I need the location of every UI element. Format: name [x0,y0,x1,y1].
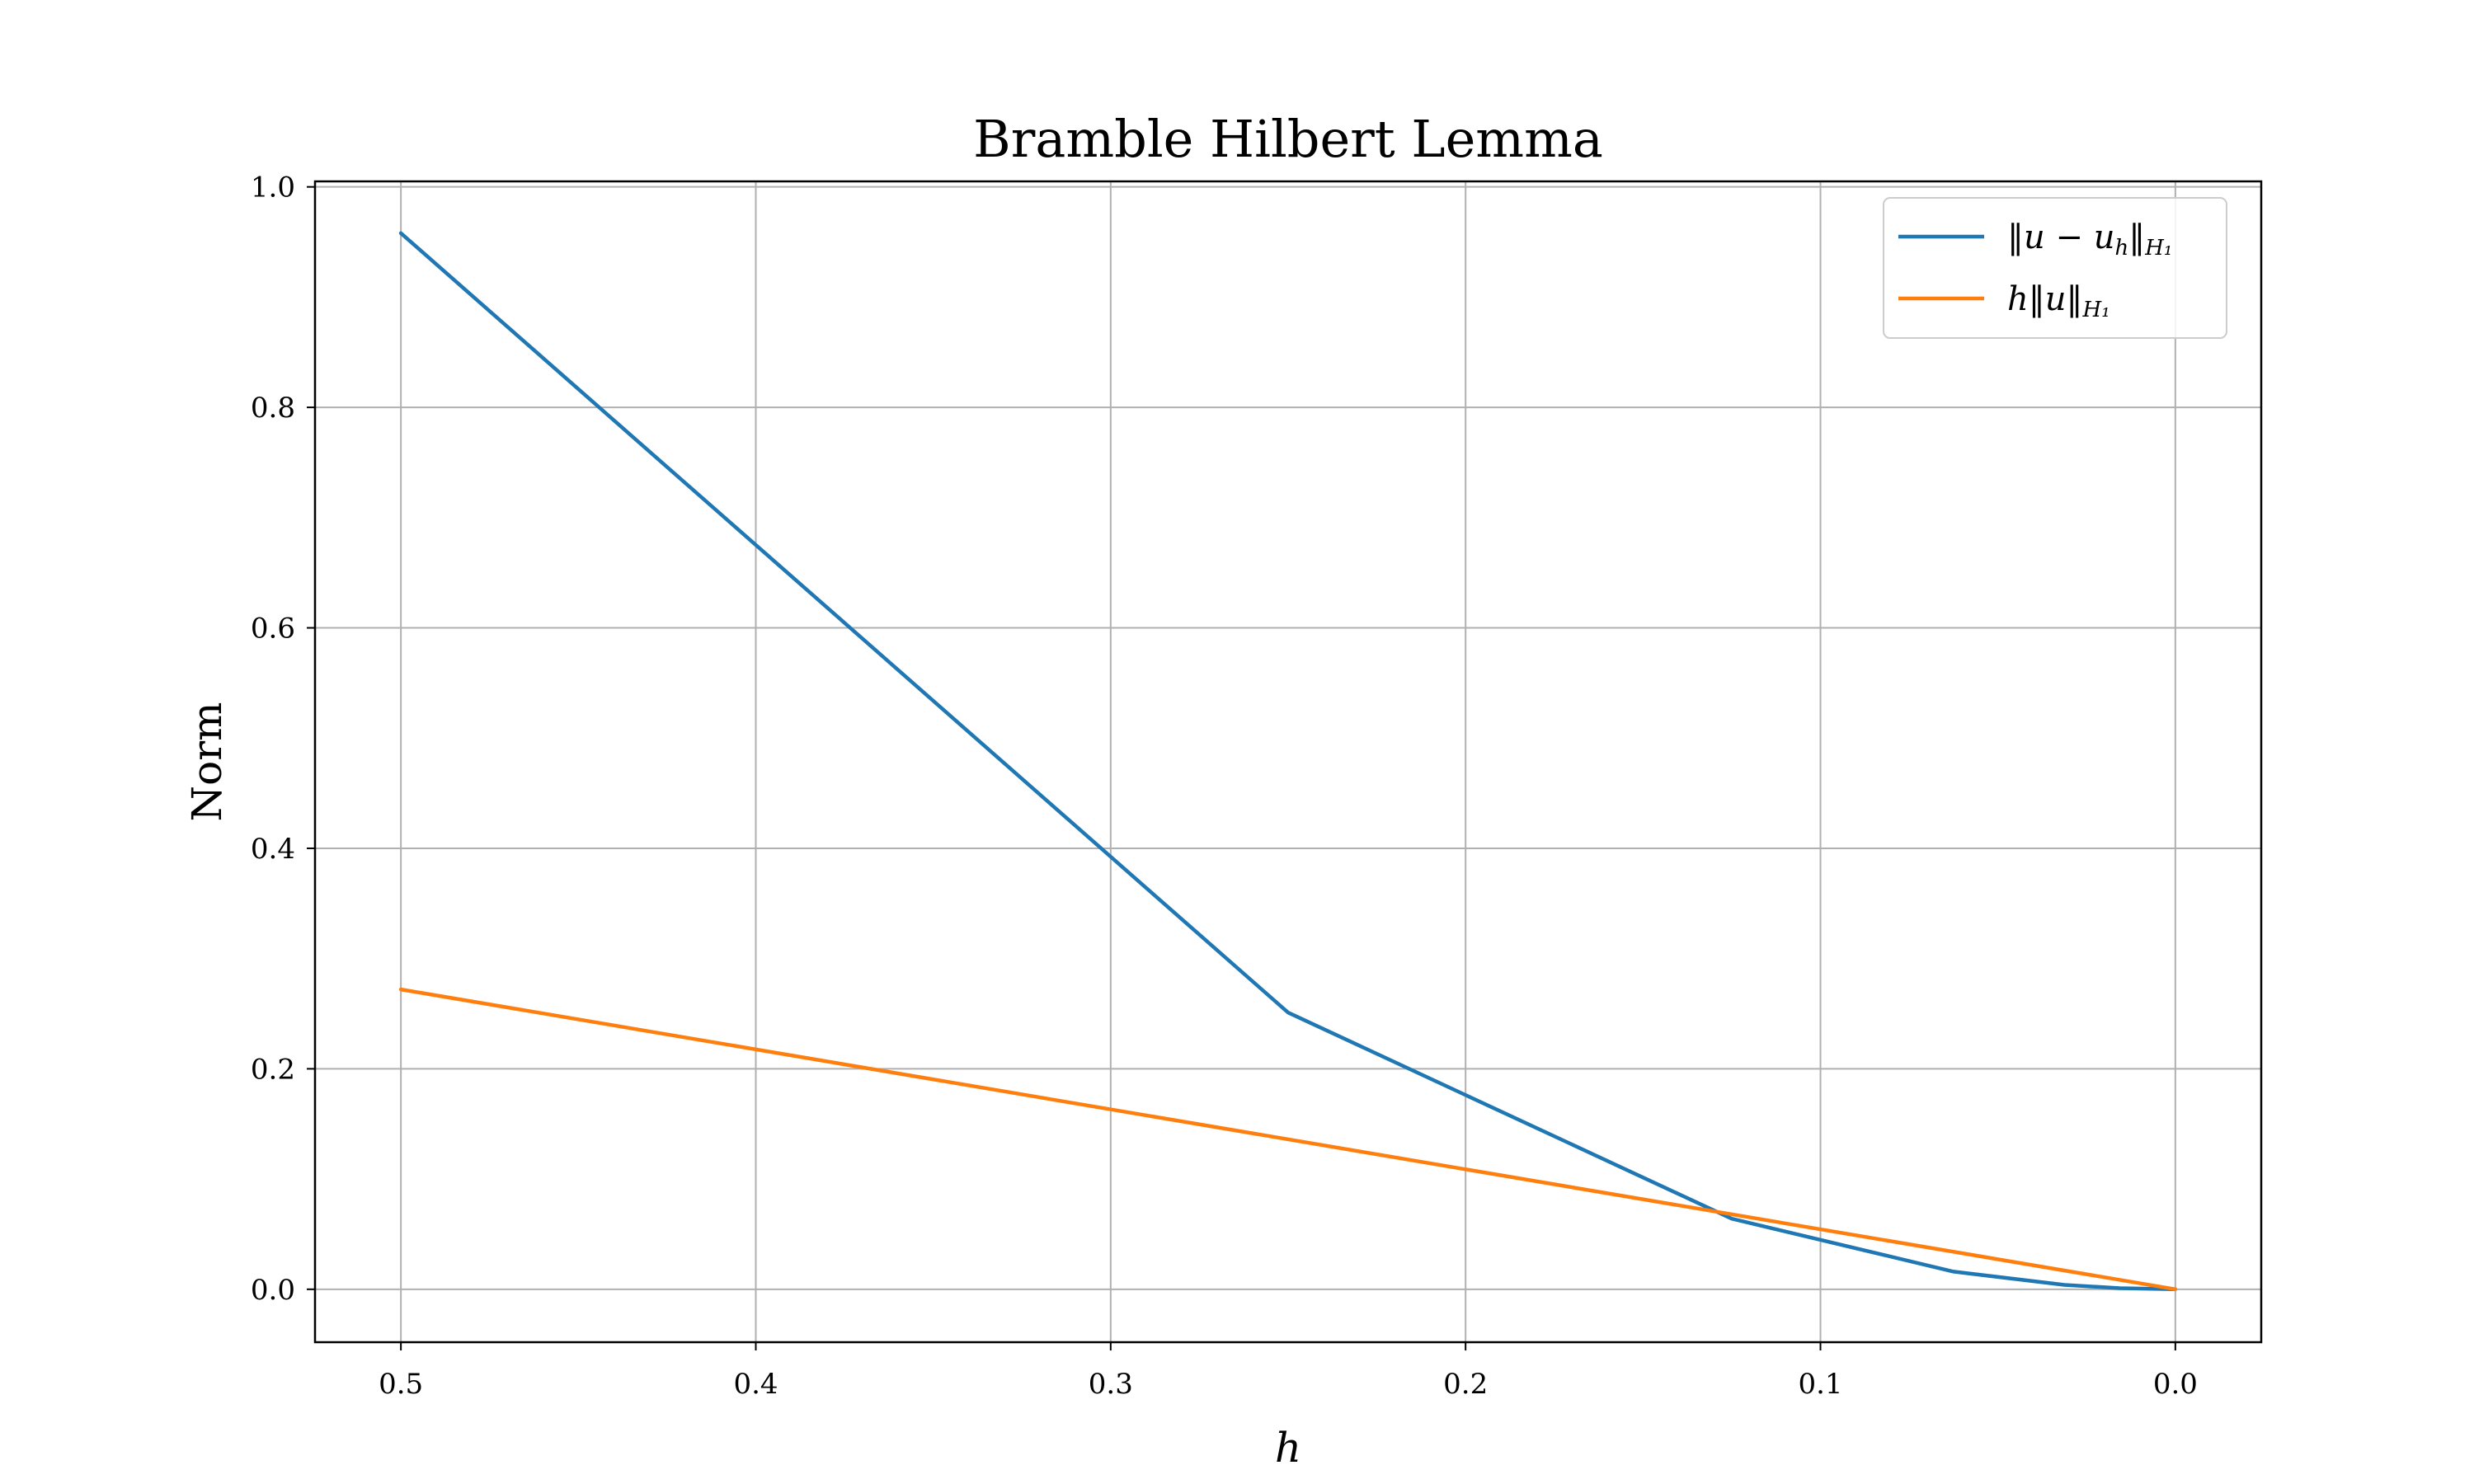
y-axis-title: Norm [183,702,231,821]
legend-label-2: h‖u‖H₁ [2007,280,2110,322]
legend: ‖u − uh‖H₁ h‖u‖H₁ [1883,197,2227,339]
chart-title: Bramble Hilbert Lemma [973,109,1603,169]
y-tick-label: 0.2 [251,1053,295,1086]
grid [315,181,2261,1342]
y-tick-label: 0.0 [251,1274,295,1307]
y-tick-label: 0.4 [251,833,295,866]
ticks: 0.5 0.4 0.3 0.2 0.1 0.0 0.0 0.2 0.4 0.6 0.8 1.0 [251,171,2198,1401]
legend-box [1883,197,2227,339]
x-tick-label: 0.0 [2153,1368,2198,1401]
x-tick-label: 0.1 [1798,1368,1842,1401]
x-tick-label: 0.4 [733,1368,778,1401]
series-line-2 [398,987,2178,1292]
legend-label-1: ‖u − uh‖H₁ [2007,218,2172,261]
x-tick-label: 0.3 [1089,1368,1133,1401]
y-tick-label: 0.6 [251,613,295,646]
x-tick-label: 0.5 [379,1368,423,1401]
series-line-1 [398,231,2178,1292]
x-axis-title: h [1275,1424,1301,1472]
series-layer [398,231,2178,1292]
y-tick-label: 0.8 [251,392,295,425]
plot-frame [313,180,2263,1344]
x-tick-label: 0.2 [1443,1368,1488,1401]
y-tick-label: 1.0 [251,171,295,204]
